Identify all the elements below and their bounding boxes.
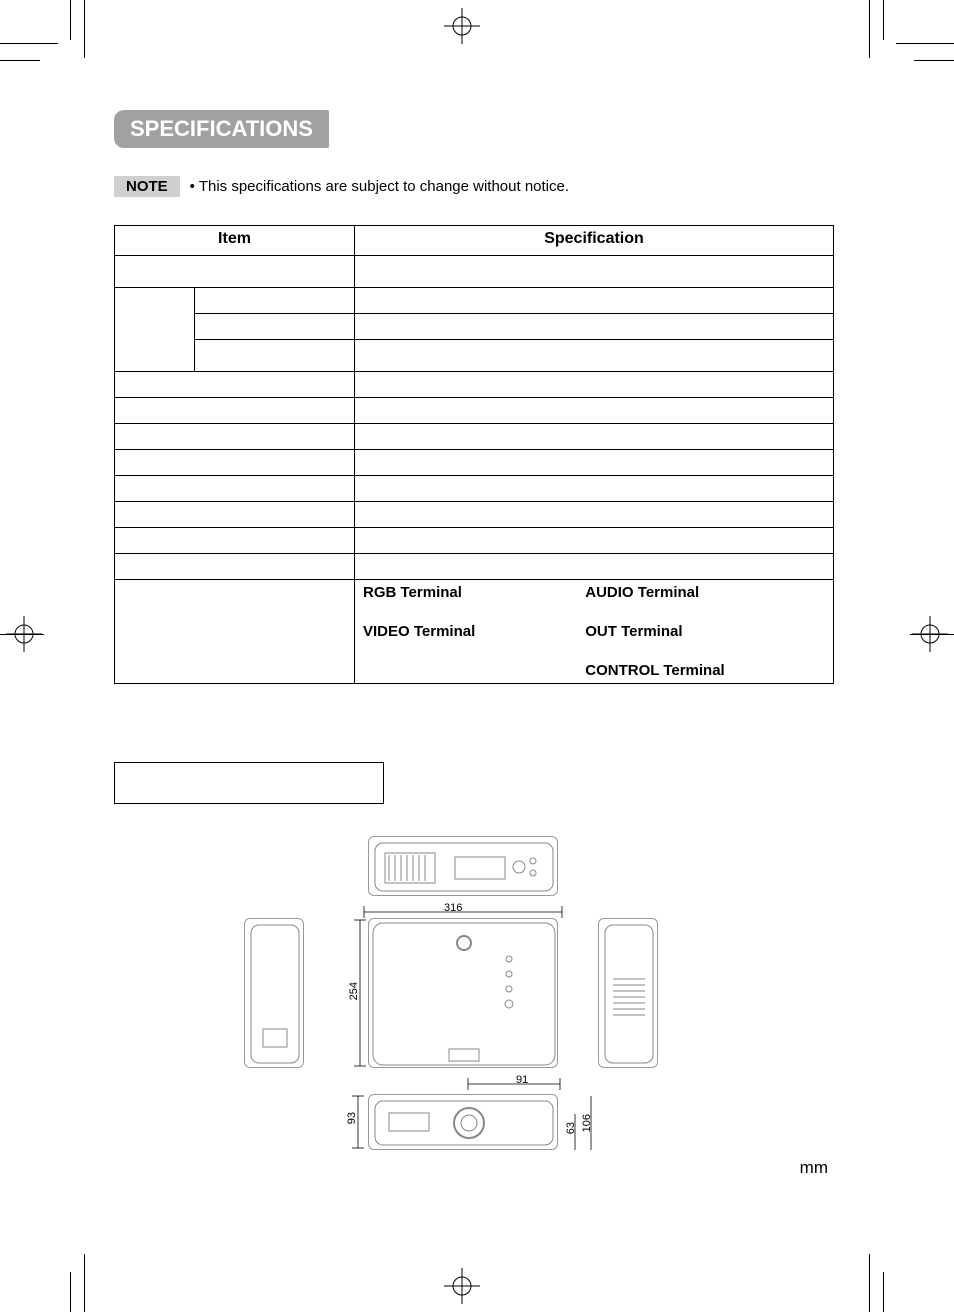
page-content: SPECIFICATIONS NOTE • This specification… — [114, 110, 834, 1182]
header-spec: Specification — [355, 226, 834, 256]
dim-line-height-body — [352, 1094, 364, 1150]
table-row — [115, 424, 834, 450]
terminal-label: OUT Terminal — [585, 623, 724, 640]
projector-right-view — [598, 918, 658, 1068]
projector-rear-view — [368, 836, 558, 896]
terminal-label: CONTROL Terminal — [585, 662, 724, 679]
dim-line-width — [362, 906, 564, 918]
projector-bottom-view — [368, 918, 558, 1068]
table-row — [115, 256, 834, 288]
dim-line-offset — [466, 1078, 562, 1090]
registration-mark-top — [444, 8, 480, 44]
terminals-block: RGB Terminal VIDEO Terminal AUDIO Termin… — [363, 584, 825, 679]
dim-line-height-lens — [570, 1112, 580, 1152]
dimensional-diagram: 316 254 91 — [114, 832, 834, 1182]
crop-side-left-1 — [0, 634, 44, 635]
table-row — [115, 502, 834, 528]
dimensional-diagram-title-box — [114, 762, 384, 804]
dim-line-height-total — [586, 1094, 596, 1152]
dim-line-depth — [354, 918, 366, 1068]
table-row — [115, 288, 834, 314]
table-row — [115, 554, 834, 580]
table-row — [115, 476, 834, 502]
unit-label: mm — [800, 1158, 828, 1178]
projector-front-view — [368, 1094, 558, 1150]
section-heading: SPECIFICATIONS — [114, 110, 834, 148]
registration-mark-bottom — [444, 1268, 480, 1304]
crop-side-right-1 — [910, 634, 954, 635]
note-row: NOTE • This specifications are subject t… — [114, 176, 834, 197]
table-row — [115, 398, 834, 424]
table-row — [115, 450, 834, 476]
terminal-label: RGB Terminal — [363, 584, 475, 601]
note-text: • This specifications are subject to cha… — [190, 178, 569, 195]
terminal-label: VIDEO Terminal — [363, 623, 475, 640]
spec-table: Item Specification RGB Terminal VIDEO Te… — [114, 225, 834, 684]
table-row — [115, 372, 834, 398]
table-header-row: Item Specification — [115, 226, 834, 256]
header-item: Item — [115, 226, 355, 256]
terminals-right-col: AUDIO Terminal OUT Terminal CONTROL Term… — [585, 584, 724, 679]
note-badge: NOTE — [114, 176, 180, 197]
projector-left-view — [244, 918, 304, 1068]
table-row — [115, 314, 834, 340]
terminal-label: AUDIO Terminal — [585, 584, 724, 601]
table-row-terminals: RGB Terminal VIDEO Terminal AUDIO Termin… — [115, 580, 834, 684]
terminals-left-col: RGB Terminal VIDEO Terminal — [363, 584, 475, 679]
table-row — [115, 528, 834, 554]
heading-pill: SPECIFICATIONS — [114, 110, 329, 148]
table-row — [115, 340, 834, 372]
